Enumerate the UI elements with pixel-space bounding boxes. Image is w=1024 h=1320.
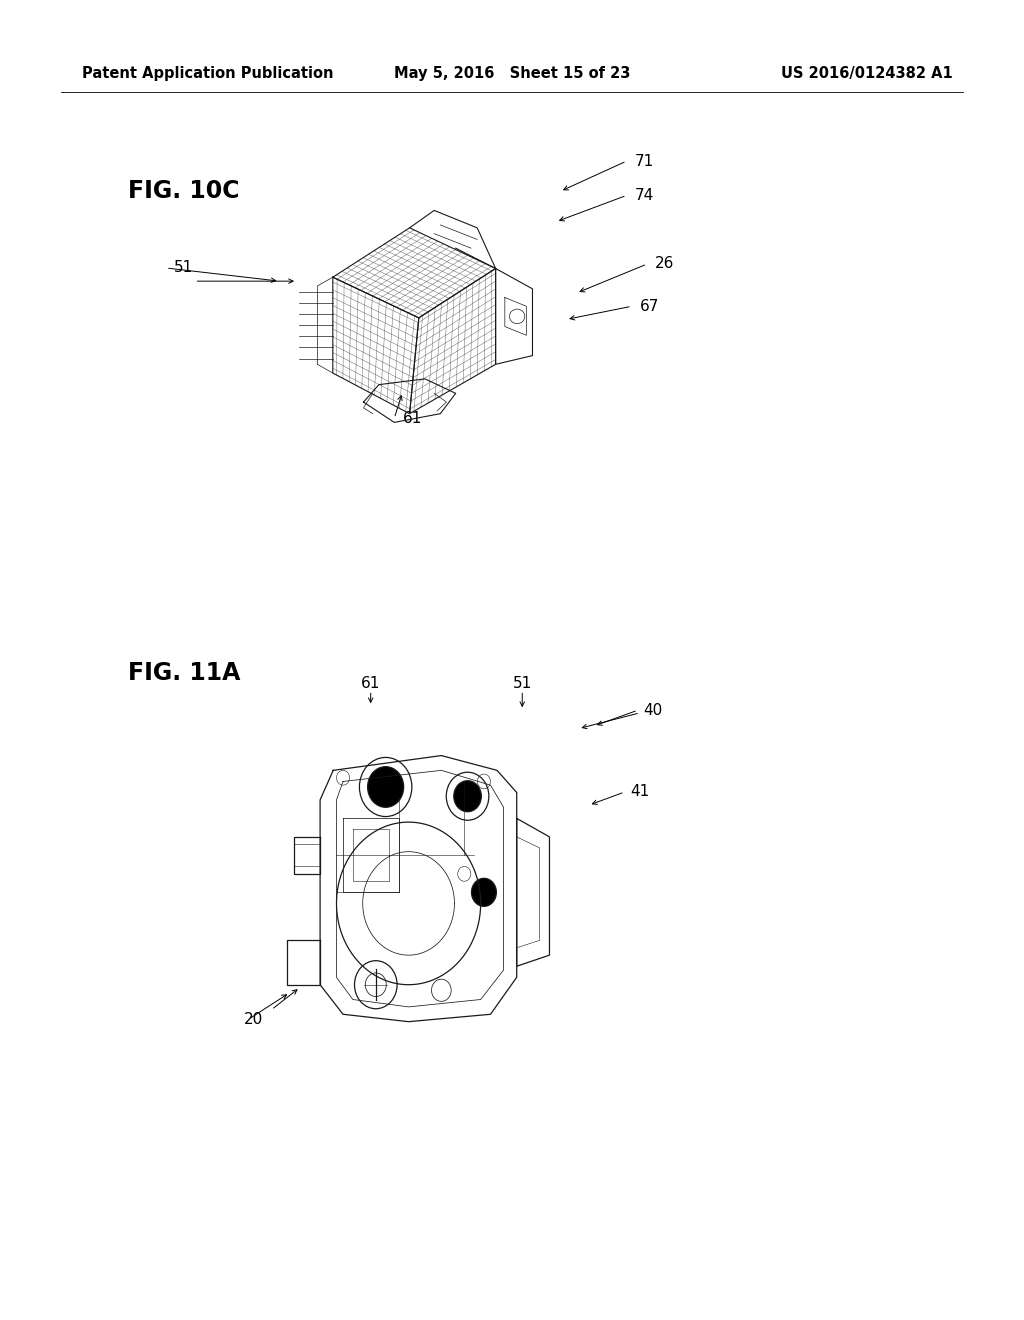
Text: 41: 41 <box>630 784 649 800</box>
Text: Patent Application Publication: Patent Application Publication <box>82 66 334 82</box>
Text: FIG. 11A: FIG. 11A <box>128 661 241 685</box>
Text: 20: 20 <box>245 1011 263 1027</box>
Text: US 2016/0124382 A1: US 2016/0124382 A1 <box>780 66 952 82</box>
Text: 71: 71 <box>635 153 654 169</box>
Text: 74: 74 <box>635 187 654 203</box>
Text: 61: 61 <box>361 676 380 692</box>
Text: 51: 51 <box>513 676 531 692</box>
Text: FIG. 10C: FIG. 10C <box>128 180 240 203</box>
Text: May 5, 2016   Sheet 15 of 23: May 5, 2016 Sheet 15 of 23 <box>394 66 630 82</box>
Text: 51: 51 <box>174 260 194 276</box>
Circle shape <box>454 780 481 812</box>
Circle shape <box>471 878 497 907</box>
Circle shape <box>368 767 403 808</box>
Text: 67: 67 <box>640 298 659 314</box>
Text: 40: 40 <box>643 702 663 718</box>
Text: 26: 26 <box>655 256 675 272</box>
Text: 61: 61 <box>402 411 422 426</box>
